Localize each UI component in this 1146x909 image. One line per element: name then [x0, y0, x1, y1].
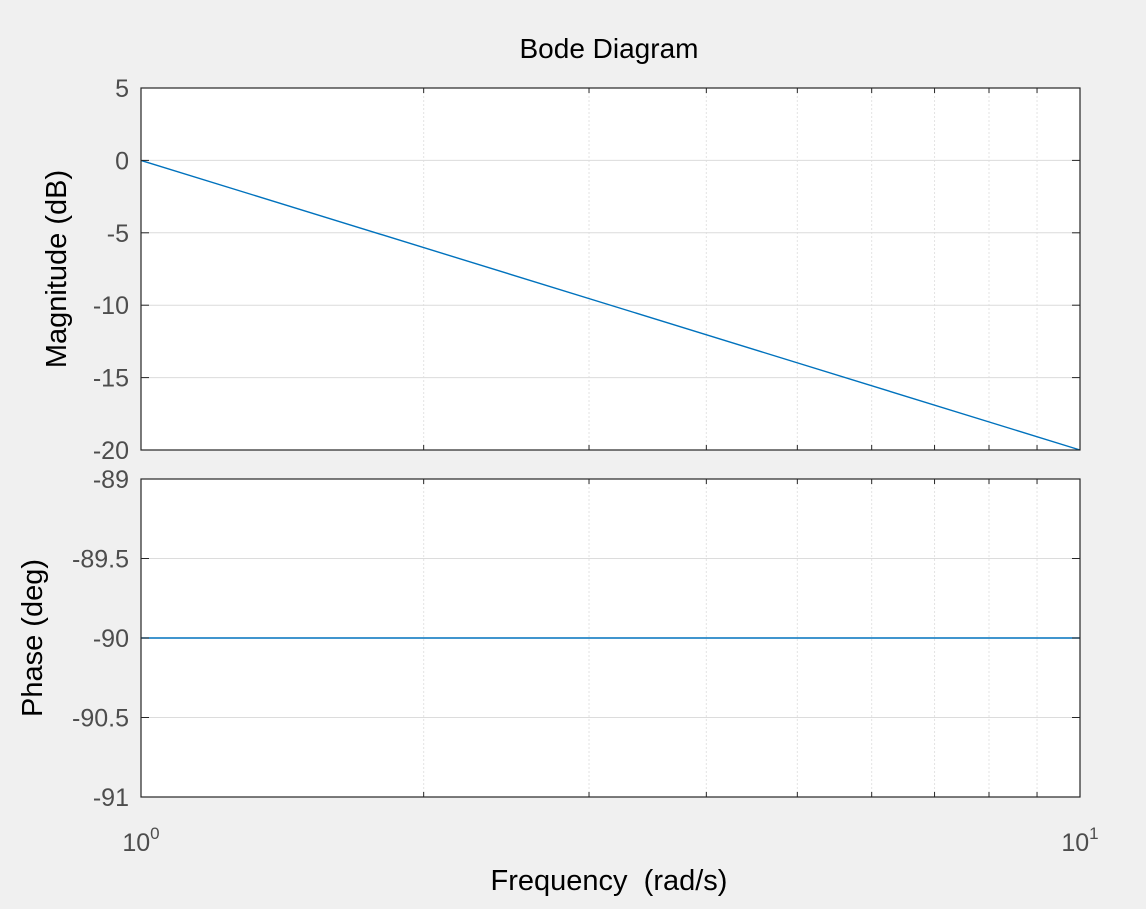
y-tick-label: -89: [93, 466, 129, 494]
magnitude-axes-box: [140, 87, 1081, 451]
magnitude-series-line: [140, 159, 1081, 451]
y-tick-label: 5: [115, 75, 129, 103]
y-tick-label: -10: [93, 292, 129, 320]
x-tick-label-10: 101: [1061, 824, 1098, 857]
magnitude-y-ticks: 5 0 -5 -10 -15 -20: [93, 75, 1080, 465]
y-tick-label: -90.5: [72, 705, 129, 733]
magnitude-ylabel: Magnitude (dB): [41, 170, 73, 368]
x-tick-1-exponent: 0: [150, 824, 159, 843]
x-tick-10-base: 10: [1061, 829, 1089, 857]
x-tick-10-exponent: 1: [1089, 824, 1098, 843]
phase-y-ticks: -89 -89.5 -90 -90.5 -91: [72, 466, 1080, 812]
magnitude-minor-grid: [423, 88, 1038, 450]
y-tick-label: -90: [93, 625, 129, 653]
y-tick-label: 0: [115, 147, 129, 175]
y-tick-label: -5: [107, 220, 129, 248]
x-tick-label-1: 100: [122, 824, 159, 857]
y-tick-label: -20: [93, 437, 129, 465]
magnitude-panel: 5 0 -5 -10 -15 -20 Magnitude (dB): [41, 75, 1081, 465]
y-tick-label: -91: [93, 784, 129, 812]
chart-title: Bode Diagram: [520, 33, 699, 64]
y-tick-label: -15: [93, 365, 129, 393]
x-axis-label: Frequency (rad/s): [491, 865, 728, 897]
phase-minor-grid: [423, 479, 1038, 797]
phase-panel: -89 -89.5 -90 -90.5 -91 Phase (deg): [17, 466, 1081, 812]
magnitude-axes-background: [141, 88, 1080, 450]
y-tick-label: -89.5: [72, 546, 129, 574]
x-tick-1-base: 10: [122, 829, 150, 857]
phase-ylabel: Phase (deg): [17, 559, 49, 717]
